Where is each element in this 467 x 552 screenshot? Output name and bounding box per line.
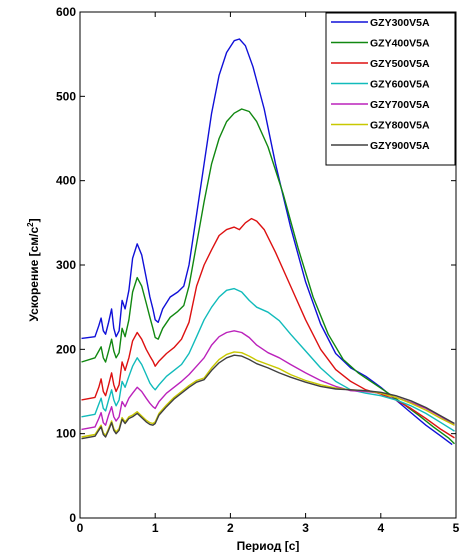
series-layer [81,38,455,446]
series-line-gzy500v5a [81,217,455,439]
x-tick-label: 3 [302,521,309,535]
series-line-gzy900v5a [81,354,455,440]
y-axis-label: Ускорение [см/с2] [26,218,41,321]
legend-label: GZY700V5A [370,99,430,111]
x-tick-label: 4 [377,521,384,535]
y-axis-label-end: ] [27,218,41,222]
y-tick-label: 100 [56,427,76,441]
legend-label: GZY300V5A [370,17,430,29]
legend-label: GZY400V5A [370,38,430,50]
series-line-gzy300v5a [81,38,453,446]
y-tick-label: 300 [56,258,76,272]
series-line-gzy700v5a [81,330,455,431]
y-axis-label-superscript: 2 [26,222,35,227]
y-tick-label: 200 [56,342,76,356]
x-tick-label: 0 [77,521,84,535]
y-tick-label: 400 [56,174,76,188]
y-axis: 0 100 200 300 400 500 600 [56,5,456,525]
y-tick-label: 0 [69,511,76,525]
y-tick-label: 500 [56,89,76,103]
legend-box [325,12,456,166]
y-axis-label-main: Ускорение [см/с [27,227,41,322]
legend-label: GZY900V5A [370,140,430,152]
legend: GZY300V5A GZY400V5A GZY500V5A GZY600V5A GZY7… [325,12,456,166]
series-line-gzy400v5a [81,108,455,445]
x-tick-label: 5 [453,521,460,535]
x-tick-label: 2 [227,521,234,535]
x-tick-label: 1 [152,521,159,535]
legend-label: GZY500V5A [370,58,430,70]
series-line-gzy600v5a [81,287,455,432]
x-axis-label: Период [c] [237,539,300,552]
legend-label: GZY800V5A [370,120,430,132]
y-tick-label: 600 [56,5,76,19]
x-axis: 0 1 2 3 4 5 [77,12,460,535]
legend-label: GZY600V5A [370,79,430,91]
